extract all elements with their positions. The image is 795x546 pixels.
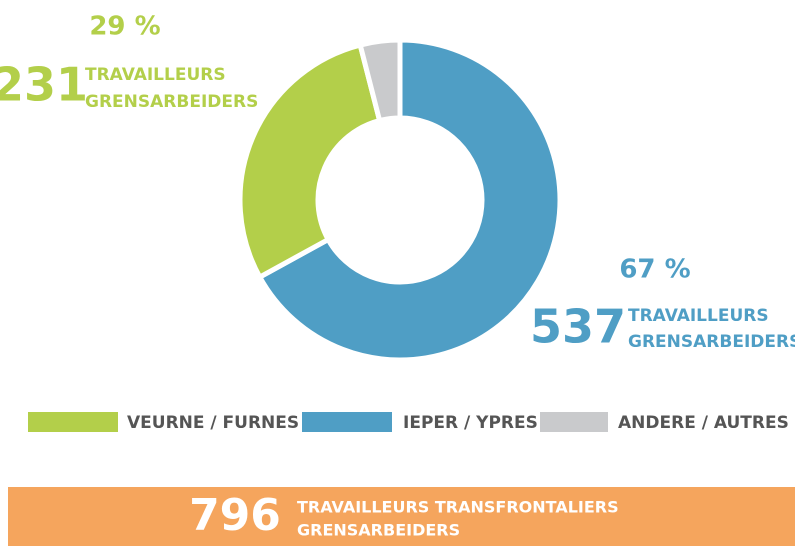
- total-value: 796: [189, 490, 281, 541]
- total-text: GRENSARBEIDERS: [297, 521, 460, 540]
- total-text: TRAVAILLEURS TRANSFRONTALIERS: [297, 498, 619, 517]
- count-label: 537: [530, 300, 626, 354]
- donut-slice: [237, 41, 383, 281]
- legend-swatch: [302, 412, 392, 432]
- donut-slice: [357, 37, 403, 124]
- legend-label: IEPER / YPRES: [403, 413, 538, 433]
- count-text: GRENSARBEIDERS: [628, 332, 795, 352]
- legend-label: ANDERE / AUTRES: [618, 413, 789, 433]
- count-text: TRAVAILLEURS: [85, 65, 226, 85]
- total-banner: [8, 487, 795, 546]
- legend-swatch: [28, 412, 118, 432]
- count-text: GRENSARBEIDERS: [85, 92, 258, 112]
- percent-label: 67 %: [619, 255, 690, 285]
- percent-label: 29 %: [89, 12, 160, 42]
- donut-slice: [256, 37, 563, 363]
- legend-label: VEURNE / FURNES: [127, 413, 299, 433]
- count-label: 231: [0, 58, 88, 112]
- legend-swatch: [540, 412, 608, 432]
- count-text: TRAVAILLEURS: [628, 306, 769, 326]
